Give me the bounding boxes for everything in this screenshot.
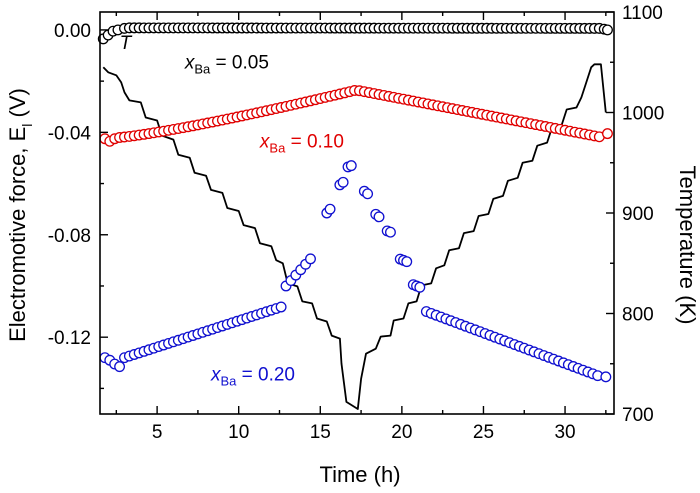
series-label-value: = 0.10 [285,132,344,153]
series-2-point [337,176,349,188]
series-2-point [373,211,385,223]
series-label-xba-0-20: xBa = 0.20 [210,365,295,389]
x-axis-title: Time (h) [319,462,400,487]
series-label-symbol: x [259,132,271,153]
series-0-point [602,24,613,36]
y-right-tick-label: 1000 [622,104,664,125]
y-left-axis-title-main: Electromotive force, E [5,127,30,342]
y-left-axis-title-unit: (V) [5,88,30,123]
x-tick-label: 10 [228,422,249,443]
y-right-tick-label: 900 [622,204,654,225]
series-label-symbol: x [210,365,222,386]
series-label-subscript: Ba [220,374,237,389]
data-points-layer [97,22,613,383]
y-right-tick-label: 1100 [622,3,663,24]
y-left-tick-label: 0.00 [54,21,91,42]
series-label-symbol: x [184,52,196,73]
series-label-subscript: Ba [269,141,286,156]
series-label-value: = 0.05 [210,52,269,73]
series-2-point [275,301,287,313]
y-left-tick-label: -0.04 [48,123,92,144]
y-left-tick-label: -0.12 [48,328,91,349]
y-left-axis-title: Electromotive force, El (V) [5,88,35,342]
series-2-point [362,188,374,200]
series-2-point [401,256,413,268]
y-left-axis-title-sub: l [19,124,35,127]
series-2-point [414,281,426,293]
x-tick-label: 20 [391,422,412,443]
temperature-curve [102,63,607,410]
series-label-xba-0-10: xBa = 0.10 [259,132,344,156]
y-right-axis-title: Temperature (K) [675,166,700,325]
series-2-point [305,253,316,265]
x-tick-label: 15 [310,422,331,443]
series-2-point [385,226,396,238]
plot-frame [99,11,615,415]
series-2-point [114,361,126,373]
x-tick-label: 30 [554,422,575,443]
y-left-tick-label: -0.08 [48,226,91,247]
temperature-curve-layer [102,63,607,410]
series-label-subscript: Ba [194,61,211,76]
series-2-point [345,160,357,172]
temperature-curve-label: T [120,33,133,54]
x-tick-label: 25 [473,422,494,443]
series-label-xba-0-05: xBa = 0.05 [184,52,269,76]
series-1-point [602,128,613,140]
series-label-value: = 0.20 [236,365,295,386]
x-tick-label: 5 [152,422,163,443]
y-right-tick-label: 800 [622,305,654,326]
y-right-tick-label: 700 [622,405,654,426]
series-2-point [600,371,612,383]
series-2-point [324,203,336,215]
tick-labels-layer: 5 10 15 20 25 30 0.00 -0.04 -0.08 -0.12 700 800 900 1… [48,3,665,443]
